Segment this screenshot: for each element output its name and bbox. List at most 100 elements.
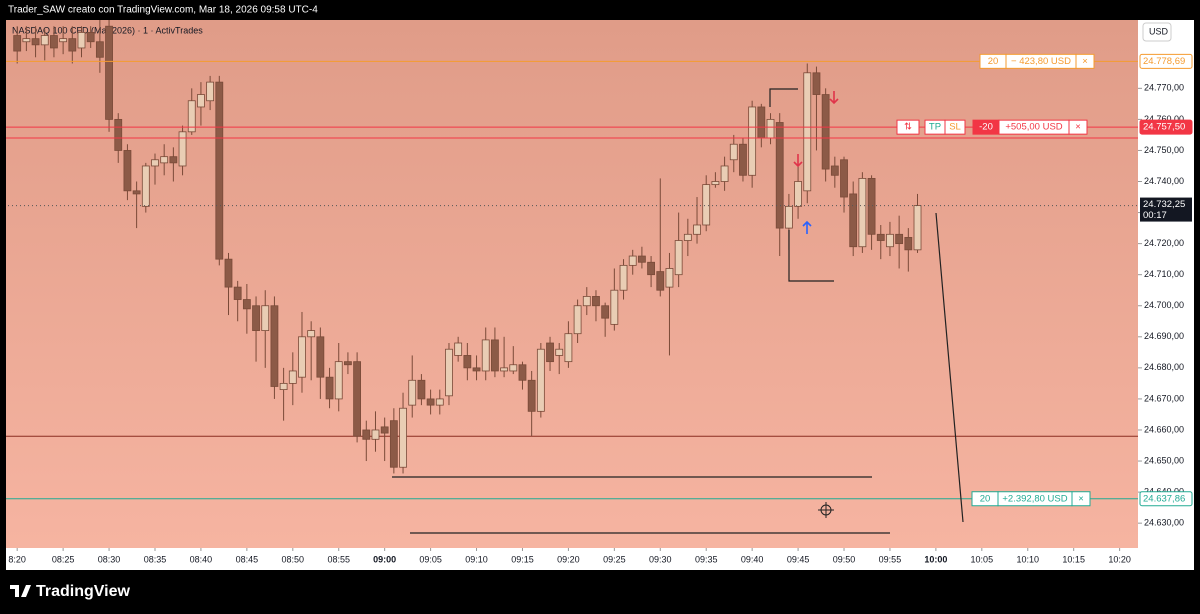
order-cell[interactable] <box>1068 119 1088 135</box>
trade-arrows <box>793 91 839 234</box>
x-tick-label: 09:05 <box>419 554 442 564</box>
candle-body <box>711 181 720 186</box>
currency-box[interactable] <box>1142 22 1172 42</box>
candle-body <box>610 289 619 325</box>
price-tag <box>1139 119 1193 135</box>
x-tick-label: 08:50 <box>282 554 305 564</box>
candle-body <box>298 336 306 378</box>
drawings <box>392 88 964 534</box>
candle-body <box>380 426 389 434</box>
candle-body <box>151 159 159 167</box>
candle-body <box>242 299 251 310</box>
candle-body <box>307 330 316 338</box>
credit: Trader_SAW creato con TradingView.com, M… <box>8 5 318 16</box>
order-tp: TP <box>929 122 941 133</box>
candle-body <box>500 367 508 372</box>
drawn-bracket <box>788 230 834 282</box>
y-tick-label: 24.690,00 <box>1144 331 1184 341</box>
x-tick-label: 09:50 <box>833 554 856 564</box>
candle-body <box>141 165 150 207</box>
candle-body <box>748 106 757 176</box>
candle-body <box>867 177 876 235</box>
candle-body <box>123 150 132 192</box>
price-tag <box>1139 53 1193 69</box>
candle-body <box>187 100 196 133</box>
order-cell[interactable] <box>944 119 966 135</box>
y-tick-label: 24.720,00 <box>1144 238 1184 248</box>
candle-body <box>197 94 205 108</box>
candle-body <box>812 72 821 95</box>
candle-body <box>132 190 141 195</box>
candle-body <box>362 429 371 440</box>
candle-body <box>830 165 839 176</box>
order-sl: SL <box>949 122 961 133</box>
candle-body <box>389 420 398 468</box>
candle-body <box>288 370 297 384</box>
price-tag-label: 24.778,69 <box>1143 56 1185 67</box>
y-tick-label: 24.770,00 <box>1144 83 1184 93</box>
x-tick-label: 10:20 <box>1108 554 1131 564</box>
currency: USD <box>1149 26 1169 36</box>
x-tick-label: 09:25 <box>603 554 626 564</box>
candle-body <box>59 38 68 43</box>
candle-body <box>160 156 169 164</box>
order-cell[interactable] <box>1071 491 1091 507</box>
candle-body <box>656 271 665 291</box>
x-tick-label: 08:30 <box>98 554 121 564</box>
candle-body <box>638 255 646 263</box>
brand-name: TradingView <box>36 583 131 600</box>
candle-body <box>886 233 894 248</box>
candle-body <box>435 398 444 406</box>
candle-body <box>178 131 187 167</box>
order-close: × <box>1082 56 1088 67</box>
buy-arrow <box>802 220 812 234</box>
candle-body <box>702 184 711 226</box>
y-tick-label: 24.760,00 <box>1144 114 1184 124</box>
candle-body <box>463 355 472 369</box>
y-tick-label: 24.750,00 <box>1144 145 1184 155</box>
candle-body <box>371 429 380 440</box>
logo <box>10 585 31 597</box>
candle-body <box>454 342 463 356</box>
candle-body <box>546 342 554 363</box>
candle-body <box>114 118 123 151</box>
candle-body <box>334 361 343 400</box>
candle-body <box>13 35 22 52</box>
candle-body <box>509 364 518 372</box>
candle-body <box>775 122 784 229</box>
y-tick-label: 24.660,00 <box>1144 424 1184 434</box>
price-axis <box>1138 20 1194 548</box>
candle-body <box>169 156 178 164</box>
candle-body <box>86 32 95 43</box>
order-cell[interactable] <box>1075 53 1095 69</box>
candle-body <box>573 305 582 335</box>
x-tick-label: 09:45 <box>787 554 810 564</box>
candle-body <box>316 336 325 378</box>
candle-body <box>840 159 848 198</box>
y-tick-label: 24.680,00 <box>1144 362 1184 372</box>
x-tick-label: 10:05 <box>971 554 994 564</box>
candle-body <box>408 379 417 406</box>
time-axis <box>6 548 1194 570</box>
plot-area <box>6 20 1138 548</box>
candle-body <box>22 38 31 43</box>
candle-body <box>628 255 637 266</box>
order-cell[interactable] <box>896 119 920 135</box>
x-tick-label: 08:35 <box>144 554 167 564</box>
y-tick-label: 24.710,00 <box>1144 269 1184 279</box>
crosshair <box>818 502 834 518</box>
candle-body <box>784 205 793 229</box>
candle-body <box>592 296 600 307</box>
y-tick-label: 24.670,00 <box>1144 393 1184 403</box>
x-tick-label: 08:40 <box>190 554 213 564</box>
x-tick-label: 10:00 <box>924 554 947 564</box>
x-tick-label: 08:45 <box>236 554 259 564</box>
x-tick-label: 08:25 <box>52 554 75 564</box>
candle-body <box>674 240 683 276</box>
candle-body <box>647 261 655 276</box>
sell-arrow <box>829 91 839 105</box>
y-tick-label: 24.630,00 <box>1144 518 1184 528</box>
candle-body <box>895 233 904 245</box>
candle-body <box>904 237 913 251</box>
